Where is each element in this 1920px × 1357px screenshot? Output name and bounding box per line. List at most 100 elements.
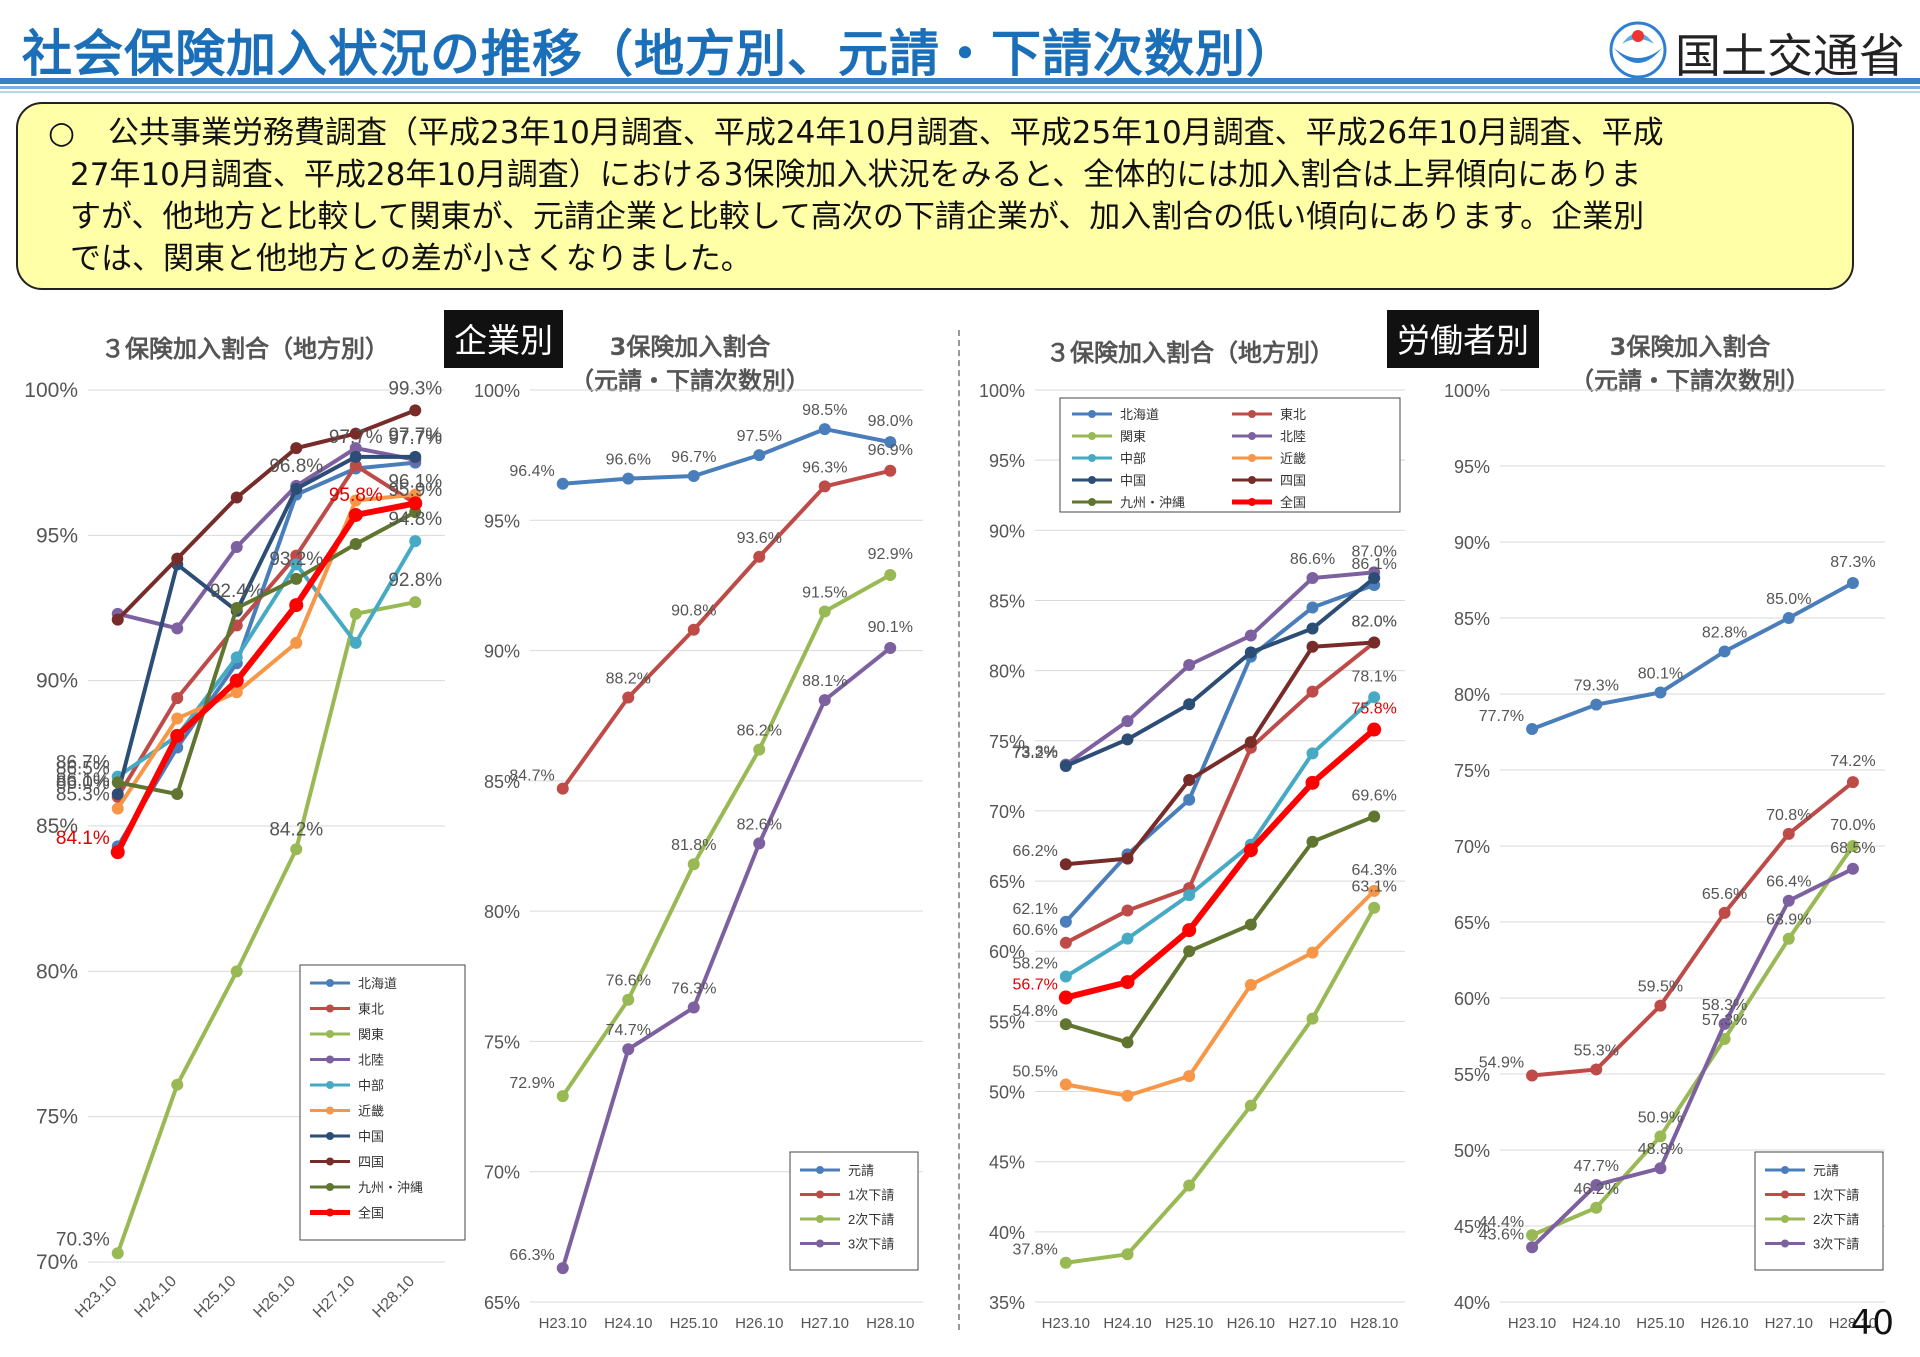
data-point-元請: [622, 472, 635, 485]
data-label: 96.4%: [509, 463, 554, 480]
data-point-3次下請: [1846, 862, 1859, 875]
x-tick-label: H24.10: [1572, 1315, 1620, 1332]
x-tick-label: H24.10: [132, 1273, 181, 1322]
data-label: 50.9%: [1638, 1109, 1683, 1126]
legend-marker: [1781, 1190, 1789, 1199]
y-tick-label: 85%: [1454, 609, 1490, 629]
legend-label: 2次下請: [848, 1212, 894, 1227]
y-tick-label: 95%: [1454, 457, 1490, 477]
y-tick-label: 40%: [989, 1223, 1025, 1243]
series-line-全国: [1065, 727, 1377, 1001]
data-point-1次下請: [1846, 776, 1859, 789]
legend-label: 関東: [1120, 429, 1146, 444]
legend-label: 元請: [848, 1163, 874, 1178]
data-point-1次下請: [1526, 1069, 1539, 1082]
data-point-中国: [1183, 698, 1196, 711]
data-label: 60.6%: [1012, 922, 1057, 939]
data-point-元請: [1526, 722, 1539, 735]
data-label: 86.2%: [737, 723, 782, 740]
data-point-全国: [1367, 722, 1382, 737]
y-tick-label: 65%: [1454, 913, 1490, 933]
data-label: 77.7%: [1479, 708, 1524, 725]
chart-regional-companies: 70% 75% 80% 85% 90% 95% 100% H23.10 H24.10 H25.10…: [24, 378, 466, 1322]
data-point-四国: [111, 613, 124, 626]
x-tick-label: H28.10: [1350, 1315, 1398, 1332]
x-tick-label: H26.10: [1700, 1315, 1748, 1332]
data-label: 87.3%: [1830, 554, 1875, 571]
legend-marker: [1248, 432, 1256, 440]
x-tick-label: H27.10: [801, 1315, 849, 1332]
y-tick-label: 100%: [474, 381, 520, 401]
section-divider: [958, 330, 961, 1330]
y-tick-label: 95%: [989, 451, 1025, 471]
y-tick-label: 75%: [989, 732, 1025, 752]
data-point-九州・沖縄: [1183, 945, 1196, 958]
data-point-四国: [230, 491, 243, 504]
data-point-北陸: [171, 622, 184, 635]
legend-label: 2次下請: [1813, 1212, 1859, 1227]
data-point-元請: [687, 469, 700, 482]
legend-marker: [326, 979, 334, 987]
data-point-2次下請: [1590, 1201, 1603, 1214]
legend-label: 中国: [358, 1129, 384, 1144]
data-label: 88.1%: [802, 673, 847, 690]
data-point-東北: [1121, 904, 1134, 917]
series-line-九州・沖縄: [1065, 814, 1375, 1045]
legend-marker: [1088, 476, 1096, 484]
data-point-中国: [1368, 572, 1381, 585]
x-tick-label: H26.10: [1227, 1315, 1275, 1332]
data-point-近畿: [1306, 946, 1319, 959]
data-point-東北: [1059, 936, 1072, 949]
y-tick-label: 75%: [36, 1106, 78, 1129]
y-tick-label: 95%: [484, 511, 520, 531]
rodosha-label: 労働者別: [1387, 310, 1539, 368]
data-point-元請: [1654, 686, 1667, 699]
data-label: 92.4%: [210, 581, 264, 602]
data-point-関東: [111, 1247, 124, 1260]
data-label: 84.1%: [56, 828, 110, 849]
data-point-近畿: [171, 712, 184, 725]
y-tick-label: 100%: [1444, 381, 1490, 401]
data-label: 58.3%: [1702, 997, 1747, 1014]
legend-box: [789, 1151, 919, 1271]
data-point-関東: [230, 965, 243, 978]
data-point-九州・沖縄: [349, 538, 362, 551]
data-point-2次下請: [1654, 1130, 1667, 1143]
data-point-元請: [884, 436, 897, 449]
data-point-1次下請: [687, 623, 700, 636]
data-point-関東: [171, 1078, 184, 1091]
series-line-中部: [116, 540, 417, 779]
data-label: 64.3%: [1351, 862, 1396, 879]
summary-bullet: ○: [48, 115, 76, 151]
x-tick-label: H25.10: [1165, 1315, 1213, 1332]
y-tick-label: 100%: [979, 381, 1025, 401]
y-tick-label: 70%: [484, 1163, 520, 1183]
data-label: 92.9%: [868, 546, 913, 563]
data-point-四国: [1306, 640, 1319, 653]
y-tick-label: 35%: [989, 1293, 1025, 1313]
data-label: 82.8%: [1702, 624, 1747, 641]
legend-box: [1754, 1151, 1884, 1271]
series-line-中部: [1064, 695, 1376, 979]
legend-marker: [816, 1166, 824, 1174]
data-label: 66.4%: [1766, 874, 1811, 891]
data-label: 75.8%: [1351, 701, 1396, 718]
data-point-近畿: [1183, 1070, 1196, 1083]
chart-tier-workers: 40% 45% 50% 55% 60% 65% 70% 75% 80% 85% 90% 95% 100%…: [1444, 381, 1885, 1332]
y-tick-label: 40%: [1454, 1293, 1490, 1313]
data-label: 96.1%: [388, 471, 442, 492]
data-point-3次下請: [1590, 1178, 1603, 1191]
data-point-四国: [1244, 736, 1257, 749]
data-label: 78.1%: [1351, 668, 1396, 685]
data-point-全国: [408, 496, 423, 511]
legend-box: [1059, 397, 1401, 513]
data-point-北陸: [1244, 629, 1257, 642]
data-point-1次下請: [753, 550, 766, 563]
data-label: 54.9%: [1479, 1055, 1524, 1072]
data-point-全国: [289, 598, 304, 613]
data-label: 86.6%: [1290, 551, 1335, 568]
data-point-四国: [1183, 774, 1196, 787]
data-label: 76.3%: [671, 981, 716, 998]
data-label: 85.3%: [56, 785, 110, 806]
data-label: 91.5%: [802, 584, 847, 601]
